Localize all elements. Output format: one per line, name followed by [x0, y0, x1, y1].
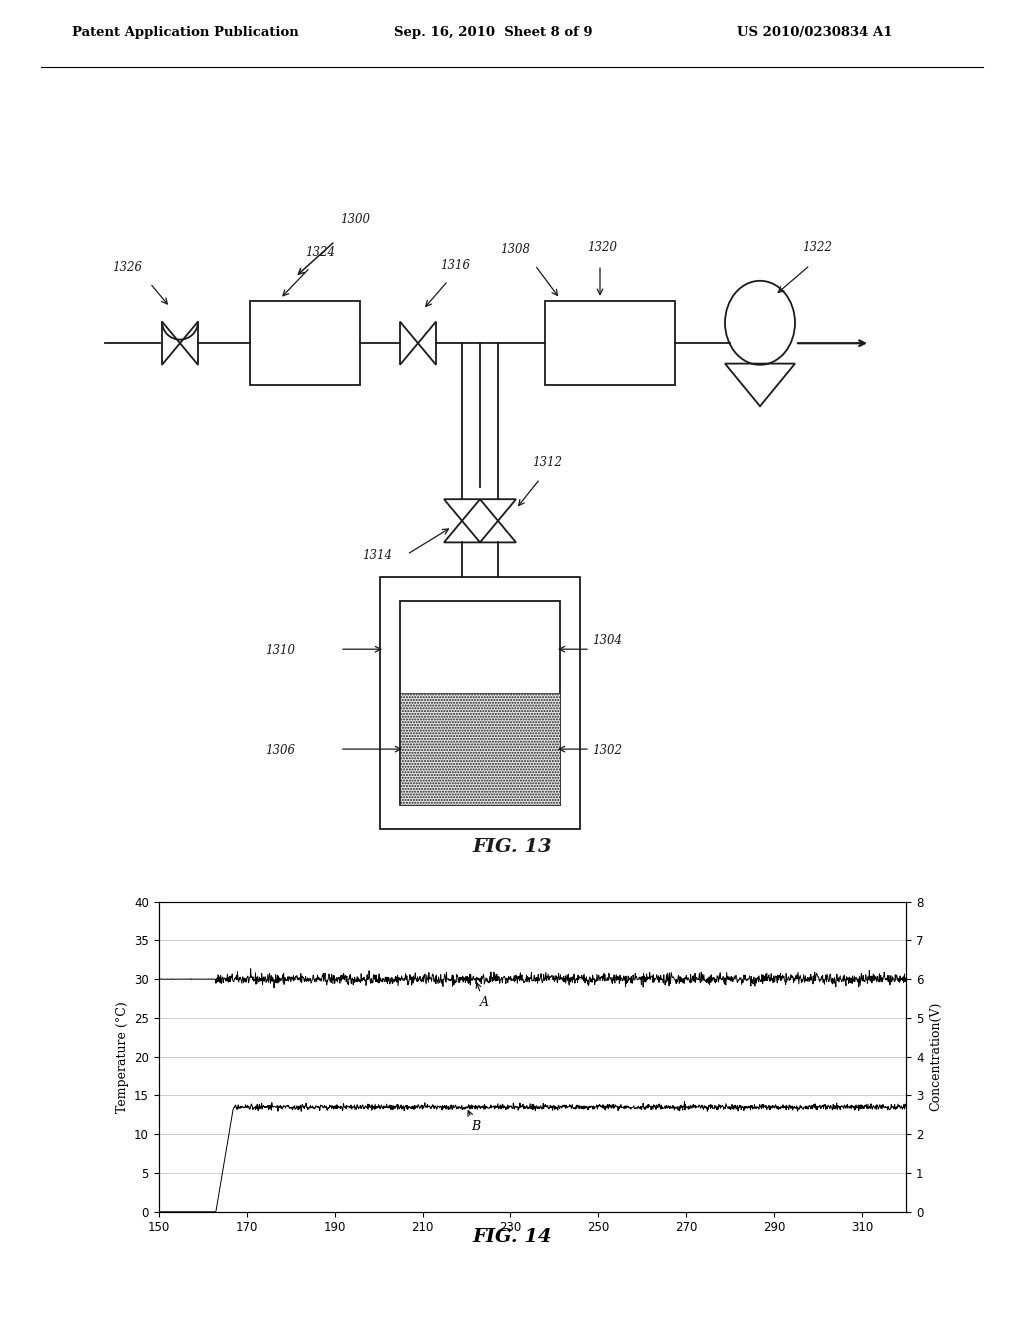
Text: Sep. 16, 2010  Sheet 8 of 9: Sep. 16, 2010 Sheet 8 of 9	[394, 26, 593, 40]
Bar	[545, 301, 675, 385]
Bar	[250, 301, 360, 385]
Text: 1322: 1322	[802, 240, 831, 253]
Text: 1308: 1308	[500, 243, 530, 256]
Text: US 2010/0230834 A1: US 2010/0230834 A1	[737, 26, 893, 40]
Text: 1312: 1312	[532, 455, 562, 469]
Text: 1306: 1306	[265, 744, 295, 756]
Y-axis label: Concentration(V): Concentration(V)	[929, 1002, 942, 1111]
Text: 1310: 1310	[265, 644, 295, 657]
Text: FIG. 14: FIG. 14	[472, 1228, 552, 1246]
Text: 1300: 1300	[340, 214, 370, 226]
Bar	[380, 577, 580, 829]
Text: 1324: 1324	[305, 246, 335, 259]
Text: 1320: 1320	[587, 240, 617, 253]
Text: FIG. 13: FIG. 13	[472, 838, 552, 857]
Text: 1314: 1314	[362, 549, 392, 562]
Text: Patent Application Publication: Patent Application Publication	[72, 26, 298, 40]
Text: 1302: 1302	[592, 744, 622, 756]
Text: 1304: 1304	[592, 635, 622, 647]
Bar	[400, 693, 560, 805]
Y-axis label: Temperature (°C): Temperature (°C)	[116, 1001, 129, 1113]
Text: A: A	[476, 983, 488, 1010]
Bar	[400, 601, 560, 805]
Text: 1326: 1326	[112, 261, 142, 275]
Text: B: B	[468, 1110, 480, 1134]
Text: 1316: 1316	[440, 259, 470, 272]
